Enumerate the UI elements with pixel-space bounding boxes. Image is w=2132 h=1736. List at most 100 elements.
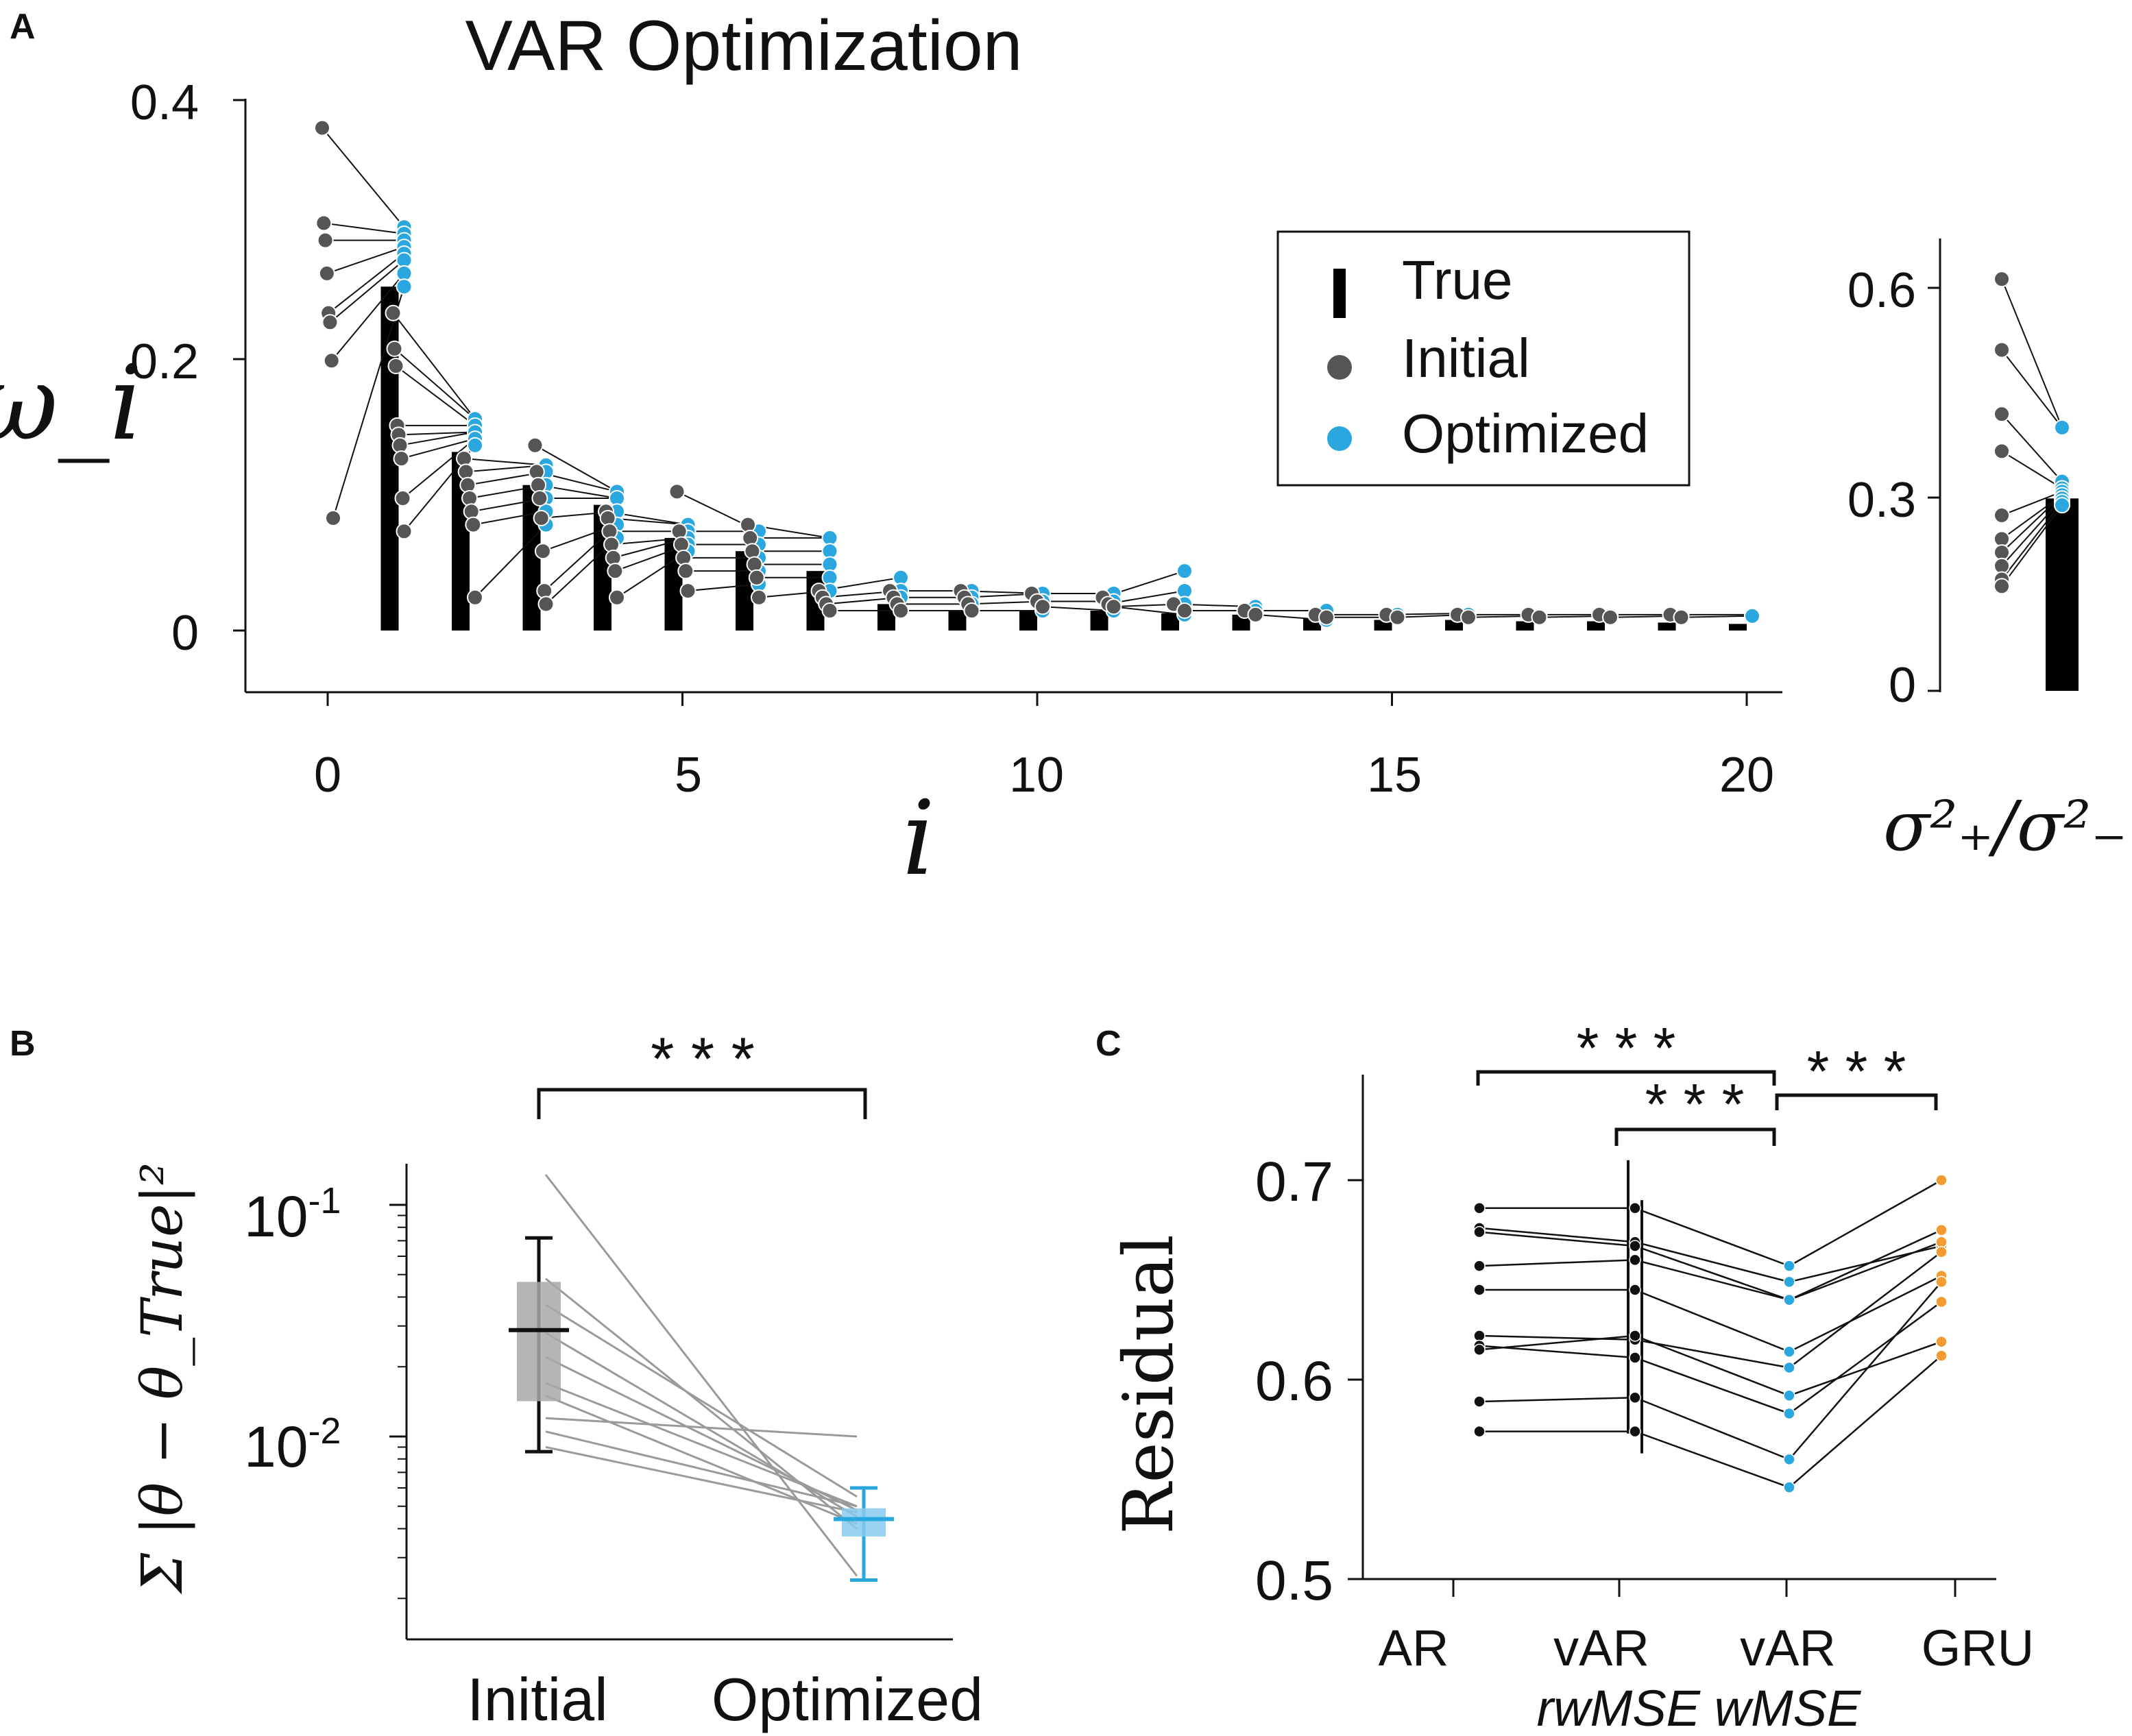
inset-connector [2001,278,2063,428]
inset-initial-point [1994,271,2010,288]
a-connector [395,365,476,426]
a-initial-point [1602,609,1619,626]
c-point-3 [1935,1174,1948,1186]
inset-true-bar [2046,498,2079,691]
a-true-bar [1161,613,1179,631]
c-connector [1789,1251,1942,1369]
c-point-1 [1629,1425,1641,1438]
c-connector [1634,1338,1790,1369]
a-connector [473,511,546,526]
c-point-3 [1935,1295,1948,1308]
a-initial-point [607,563,624,580]
a-connector [1113,606,1185,615]
a-initial-point [394,490,411,506]
a-connector [1681,615,1753,618]
a-connector [402,438,476,499]
a-initial-point [315,215,332,232]
a-initial-point [317,232,334,249]
c-xtick-label: vAR [1553,1619,1649,1676]
c-point-1 [1629,1240,1641,1252]
a-true-bar [1729,624,1747,631]
inset-initial-point [1994,443,2010,460]
a-initial-point [322,314,339,331]
a-initial-point [325,509,341,526]
a-connector [392,313,476,419]
a-xtick-label: 20 [1719,748,1774,803]
b-pair-line [545,1430,858,1508]
c-point-0 [1473,1201,1486,1214]
a-initial-point [679,583,696,600]
b-marks [509,1174,894,1582]
a-connector [328,253,405,314]
inset-initial-point [1994,506,2010,524]
c-point-2 [1783,1293,1795,1306]
a-connector [463,458,546,466]
a-connector [324,222,404,234]
a-connector [474,524,547,598]
a-initial-point [1531,609,1548,626]
c-marks [1473,1160,1948,1493]
a-xtick-label: 0 [314,748,341,803]
b-sig-bracket [537,1088,867,1119]
c-point-0 [1473,1330,1486,1342]
inset-connector [2001,498,2063,567]
a-initial-point [533,509,550,526]
c-sig-stars-3: * * * [1807,1039,1906,1103]
c-point-2 [1783,1407,1795,1420]
c-connector [1634,1430,1790,1489]
b-pair-line [545,1417,858,1438]
panel-a: VAR Optimization 0.4 0.2 0 0 5 10 15 20 … [0,6,1782,898]
a-initial-point [668,483,686,500]
c-sig-stars-1: * * * [1577,1016,1676,1080]
a-initial-point [387,358,404,374]
c-point-1 [1629,1254,1641,1267]
c-y-label: Residual [1109,1234,1189,1535]
a-initial-point [1673,609,1690,626]
a-connector [330,273,405,361]
c-connector [1479,1334,1636,1351]
c-connector [1634,1288,1790,1353]
a-initial-point [1247,606,1264,623]
c-connector [1789,1229,1942,1301]
chart-title: VAR Optimization [465,6,1022,86]
inset-optimized-point [2054,419,2070,436]
a-initial-point [323,352,340,369]
c-connector [1789,1241,1942,1301]
c-point-3 [1935,1349,1948,1362]
a-initial-point [963,602,980,620]
a-initial-point [1105,598,1122,615]
c-connector [1634,1207,1790,1267]
c-connector [1479,1259,1636,1267]
panel-c: 0.7 0.6 0.5 Residual AR vAR vAR GRU rwMS… [1109,1016,2034,1736]
b-pair-line [545,1382,858,1508]
c-point-0 [1473,1284,1486,1296]
a-marks [314,119,1760,706]
c-sig-bracket-1 [1476,1070,1776,1086]
inset-connector [2001,349,2063,428]
c-connector [1479,1227,1636,1243]
c-ytick-label: 0.7 [1255,1151,1333,1213]
b-pair-line [545,1445,858,1514]
c-connector [1479,1396,1636,1403]
b-xtick-label: Optimized [712,1665,983,1733]
c-ytick-label: 0.6 [1255,1350,1333,1413]
c-connector [1479,1231,1636,1247]
c-connector [1634,1240,1790,1283]
c-point-2 [1783,1260,1795,1272]
legend-optimized-label: Optimized [1402,403,1649,464]
c-xtick-label: AR [1379,1619,1449,1676]
inset-optimized-point [2054,497,2070,514]
a-initial-point [740,516,756,533]
inset-connector [2001,501,2063,580]
b-pair-line [545,1332,858,1518]
c-point-3 [1935,1236,1948,1248]
a-connector [332,286,405,519]
c-connector [1789,1301,1942,1415]
a-initial-point [534,543,551,560]
c-point-2 [1783,1361,1795,1374]
c-connector [1634,1356,1790,1415]
c-point-3 [1935,1275,1948,1288]
c-point-3 [1935,1335,1948,1348]
a-initial-point [670,523,688,540]
c-connector [1634,1334,1790,1397]
